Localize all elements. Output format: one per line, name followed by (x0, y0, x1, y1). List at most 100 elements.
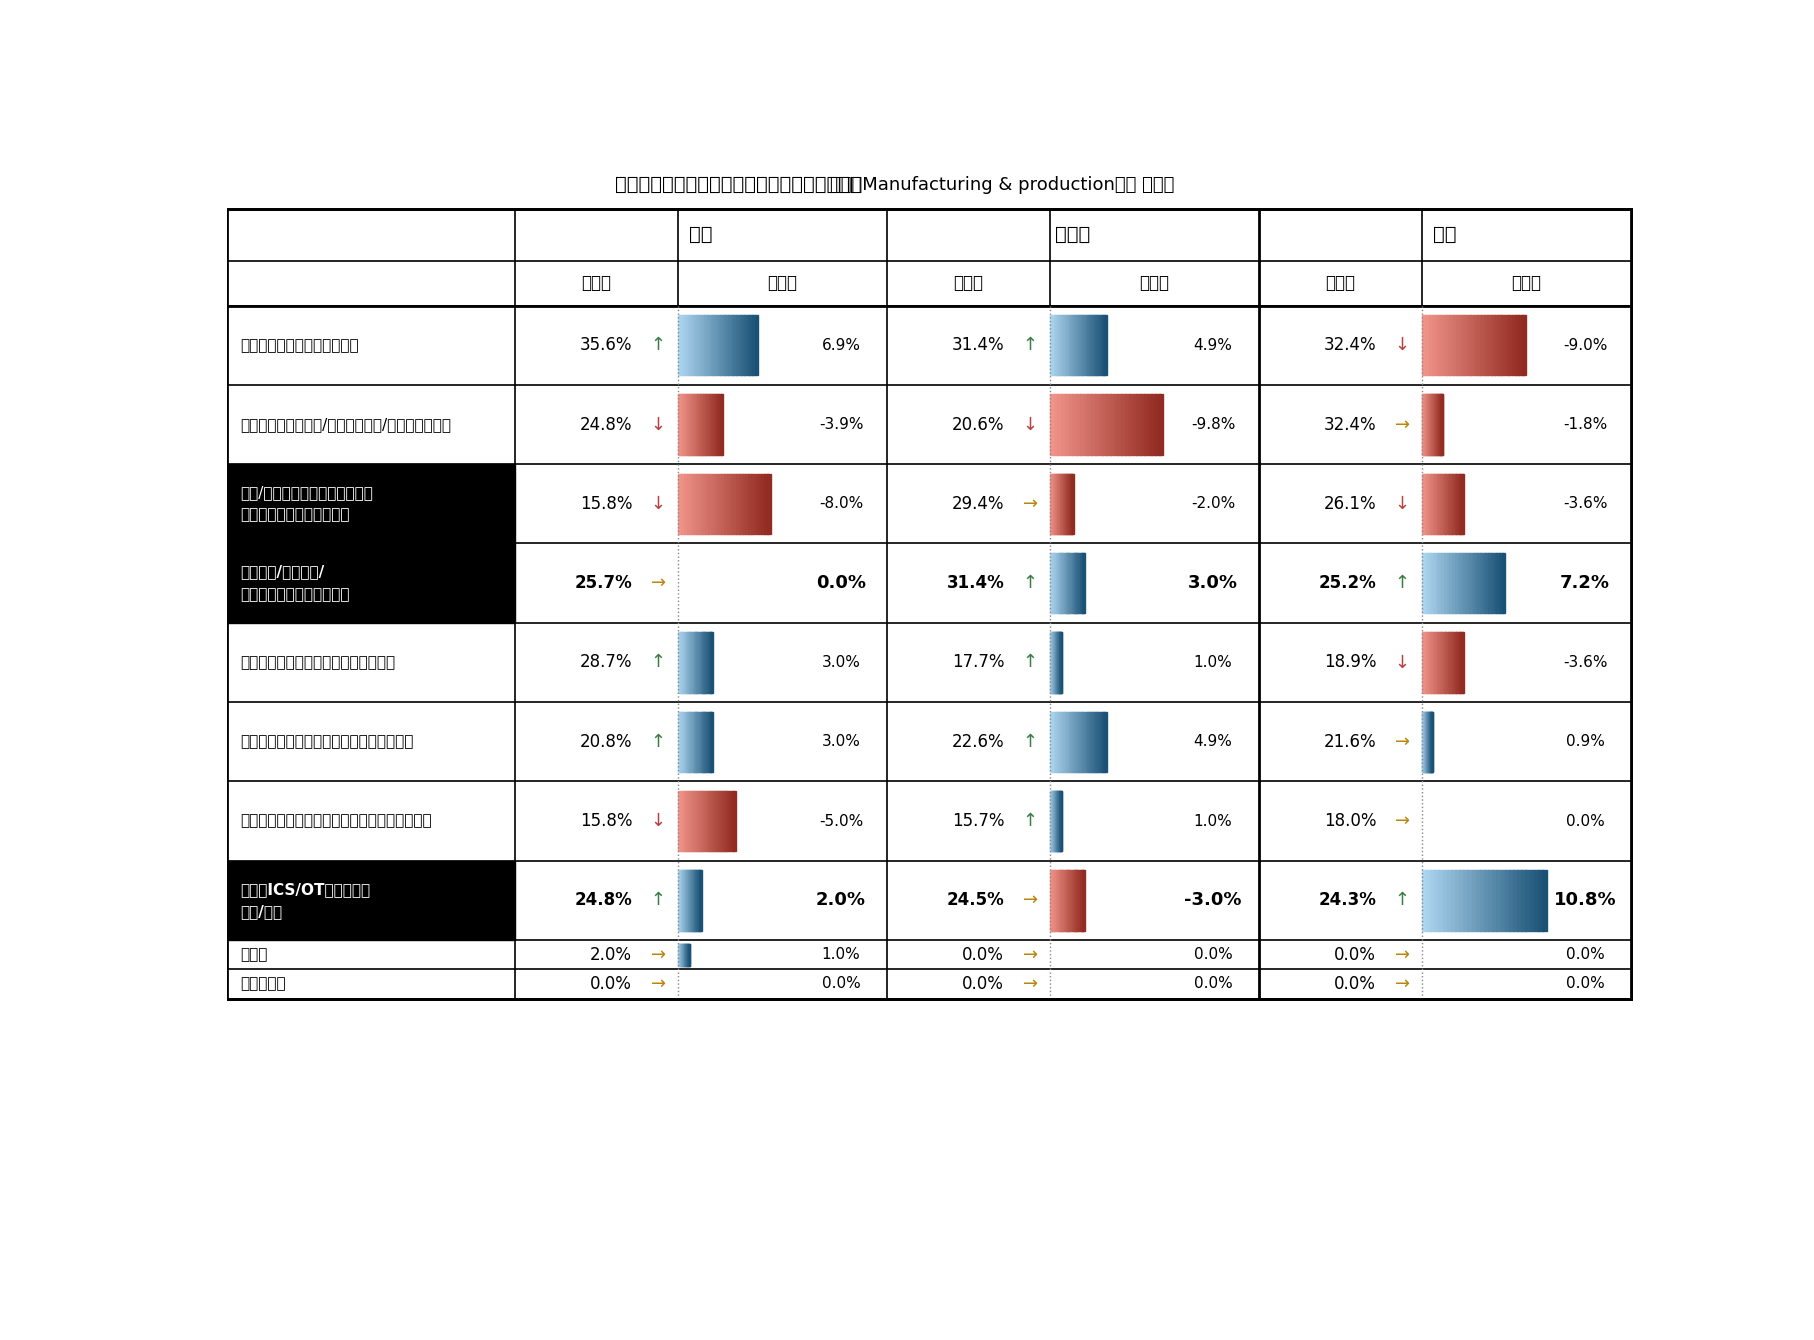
Bar (727, 315, 731, 375)
Text: 18.0%: 18.0% (1324, 812, 1377, 829)
Bar (688, 712, 689, 772)
Bar (702, 712, 704, 772)
Bar (678, 712, 680, 772)
Bar (684, 632, 686, 693)
Bar (680, 394, 684, 454)
Text: ↑: ↑ (1023, 336, 1038, 354)
Bar (1442, 315, 1448, 375)
Text: 規制/法律へのコンプライアンス: 規制/法律へのコンプライアンス (241, 485, 374, 500)
Bar (1435, 870, 1439, 930)
Bar (1128, 394, 1134, 454)
Bar (1074, 315, 1078, 375)
Bar (680, 474, 684, 533)
Text: 21.6%: 21.6% (1324, 733, 1377, 750)
Bar (1502, 315, 1506, 375)
Bar (1500, 870, 1506, 930)
Bar (1458, 474, 1462, 533)
Bar (702, 394, 704, 454)
Bar (1059, 870, 1061, 930)
Bar (1458, 474, 1460, 533)
Bar (682, 632, 684, 693)
Bar (1439, 315, 1444, 375)
Bar (1458, 553, 1462, 614)
Bar (744, 315, 747, 375)
Text: ↓: ↓ (1023, 415, 1038, 434)
Bar (1145, 394, 1148, 454)
Bar (1517, 870, 1522, 930)
Bar (1453, 553, 1455, 614)
Bar (1099, 712, 1101, 772)
Bar (1442, 474, 1444, 533)
Bar (707, 791, 709, 851)
Bar (1446, 870, 1451, 930)
Bar (1480, 870, 1484, 930)
Bar (1061, 553, 1063, 614)
Text: 32.4%: 32.4% (1324, 415, 1377, 434)
Text: （国別Manufacturing & production業界 比較）: （国別Manufacturing & production業界 比較） (829, 176, 1174, 194)
Bar (688, 474, 691, 533)
Text: ↓: ↓ (1395, 654, 1409, 671)
Bar (1529, 870, 1535, 930)
Bar (706, 474, 709, 533)
Bar (682, 712, 684, 772)
Text: 24.3%: 24.3% (1319, 891, 1377, 910)
Bar (1097, 315, 1099, 375)
Bar (715, 791, 717, 851)
Text: 1.0%: 1.0% (822, 947, 860, 962)
Bar (751, 474, 755, 533)
Bar (1428, 474, 1429, 533)
Bar (1424, 474, 1428, 533)
Bar (709, 315, 713, 375)
Bar (1466, 553, 1469, 614)
Bar (1435, 632, 1439, 693)
Bar (688, 791, 689, 851)
Bar (1072, 870, 1074, 930)
Bar (680, 632, 682, 693)
Bar (697, 712, 698, 772)
Text: 2.0%: 2.0% (816, 891, 865, 910)
Bar (738, 315, 742, 375)
Bar (707, 394, 709, 454)
Bar (1139, 394, 1145, 454)
Text: 32.4%: 32.4% (1324, 336, 1377, 354)
Bar (755, 315, 758, 375)
Bar (1058, 712, 1059, 772)
Bar (691, 315, 695, 375)
Bar (1453, 474, 1455, 533)
Bar (717, 394, 718, 454)
Bar (1422, 553, 1426, 614)
Bar (731, 791, 735, 851)
Bar (700, 712, 702, 772)
Bar (693, 632, 695, 693)
Bar (1422, 315, 1426, 375)
Bar (1079, 870, 1081, 930)
Bar (1058, 870, 1059, 930)
Bar (689, 632, 691, 693)
Bar (1114, 394, 1117, 454)
Text: ↑: ↑ (651, 336, 666, 354)
Bar (1099, 394, 1103, 454)
Bar (1538, 870, 1542, 930)
Bar (1464, 553, 1468, 614)
Bar (1518, 315, 1522, 375)
Bar (1439, 870, 1444, 930)
Bar (1092, 315, 1094, 375)
Text: ↓: ↓ (1395, 494, 1409, 513)
Bar (1446, 474, 1449, 533)
Bar (742, 315, 746, 375)
Bar (688, 712, 689, 772)
Bar (1052, 553, 1054, 614)
Bar (1457, 474, 1458, 533)
Text: 29.4%: 29.4% (952, 494, 1005, 513)
Bar (1083, 315, 1087, 375)
Bar (1079, 553, 1081, 614)
Bar (1072, 712, 1076, 772)
Text: 他社へのサイバー攻撃の報道を受けて: 他社へのサイバー攻撃の報道を受けて (241, 655, 395, 670)
Bar (755, 474, 758, 533)
Text: -3.6%: -3.6% (1564, 655, 1607, 670)
Bar (711, 632, 713, 693)
Bar (1487, 553, 1491, 614)
Bar (1448, 474, 1449, 533)
Text: 特定インシデントの再発防止: 特定インシデントの再発防止 (241, 338, 359, 352)
Bar (1058, 870, 1059, 930)
